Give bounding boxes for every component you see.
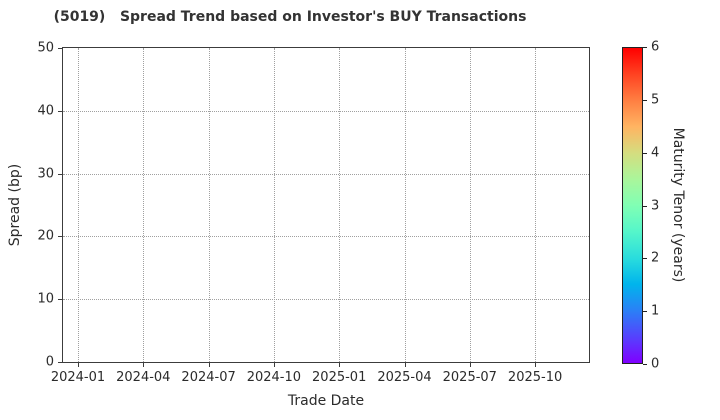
- colorbar-tick-label: 6: [651, 39, 660, 55]
- colorbar-axis-label: Maturity Tenor (years): [670, 127, 686, 283]
- gridline-horizontal: [63, 236, 589, 238]
- x-tick-label: 2024-04: [116, 370, 171, 385]
- gridline-vertical: [143, 48, 145, 362]
- colorbar-tick-mark: [643, 99, 647, 101]
- gridline-vertical: [469, 48, 471, 362]
- gridline-vertical: [208, 48, 210, 362]
- y-tick-label: 30: [37, 166, 54, 182]
- colorbar-tick-mark: [643, 258, 647, 260]
- x-tick-mark: [469, 363, 471, 367]
- y-tick-mark: [58, 362, 62, 363]
- x-tick-label: 2025-01: [312, 370, 367, 385]
- colorbar-tick-label: 3: [651, 198, 660, 213]
- gridline-horizontal: [63, 110, 589, 112]
- y-tick-label: 10: [37, 291, 54, 307]
- colorbar-tick-label: 5: [651, 92, 660, 108]
- x-tick-label: 2024-07: [181, 370, 236, 385]
- x-tick-mark: [404, 363, 406, 367]
- x-tick-label: 2025-10: [507, 370, 563, 385]
- colorbar: [622, 47, 643, 364]
- x-tick-label: 2025-04: [377, 370, 432, 385]
- colorbar-tick-label: 0: [651, 356, 660, 372]
- plot-area: [62, 47, 590, 363]
- y-tick-mark: [58, 236, 62, 238]
- colorbar-tick-mark: [643, 364, 647, 365]
- x-tick-mark: [78, 363, 79, 367]
- x-tick-label: 2025-07: [442, 370, 497, 385]
- x-tick-label: 2024-10: [246, 370, 302, 385]
- colorbar-tick-label: 2: [651, 250, 660, 266]
- y-tick-label: 20: [37, 228, 54, 244]
- colorbar-tick-mark: [643, 311, 647, 313]
- chart-title: (5019) Spread Trend based on Investor's …: [53, 9, 527, 25]
- colorbar-tick-label: 1: [651, 303, 660, 319]
- y-tick-mark: [58, 48, 62, 49]
- x-tick-mark: [535, 363, 537, 367]
- gridline-vertical: [273, 48, 275, 362]
- colorbar-tick-mark: [643, 205, 647, 207]
- colorbar-tick-mark: [643, 152, 647, 154]
- gridline-horizontal: [63, 173, 589, 175]
- gridline-vertical: [535, 48, 537, 362]
- x-tick-mark: [273, 363, 275, 367]
- gridline-horizontal: [63, 299, 589, 301]
- x-axis-label: Trade Date: [287, 393, 365, 409]
- x-tick-mark: [143, 363, 145, 367]
- gridline-vertical: [78, 48, 79, 362]
- y-tick-mark: [58, 299, 62, 301]
- colorbar-tick-label: 4: [651, 145, 660, 161]
- x-tick-mark: [208, 363, 210, 367]
- y-tick-label: 0: [45, 354, 54, 370]
- y-tick-label: 40: [37, 103, 54, 119]
- y-tick-mark: [58, 173, 62, 175]
- x-tick-label: 2024-01: [50, 370, 106, 385]
- colorbar-tick-mark: [643, 47, 647, 48]
- gridline-vertical: [339, 48, 341, 362]
- x-tick-mark: [339, 363, 341, 367]
- gridline-vertical: [404, 48, 406, 362]
- y-tick-label: 50: [37, 40, 54, 56]
- y-tick-mark: [58, 110, 62, 112]
